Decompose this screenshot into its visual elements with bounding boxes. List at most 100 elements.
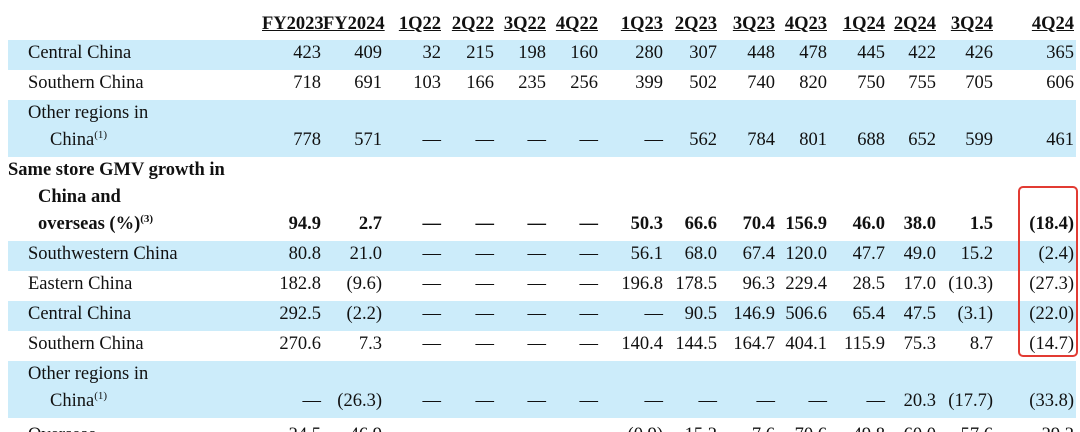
row-label-text: overseas (%)	[38, 214, 141, 234]
cell-value: —	[443, 418, 496, 432]
cell-value: —	[443, 241, 496, 271]
cell-value: (0.9)	[600, 418, 665, 432]
row-label-line: Southern China	[8, 70, 260, 97]
cell-value: 445	[829, 40, 887, 70]
footnote-ref: (1)	[94, 389, 108, 402]
row-label-line: Eastern China	[8, 271, 260, 298]
cell-value: —	[496, 241, 548, 271]
cell-value: 49.0	[887, 241, 938, 271]
cell-value: 70.4	[742, 214, 775, 234]
cell-value: —	[496, 361, 548, 418]
row-label: Southwestern China	[8, 241, 262, 271]
row-label-text: Southern China	[28, 334, 144, 354]
row-label: Other regions in China(1)	[8, 100, 262, 157]
row-label-text: China	[50, 391, 95, 411]
column-header-text: 3Q22	[503, 14, 546, 34]
cell-value: 49.8	[829, 418, 887, 432]
cell-value: (27.3)	[1029, 274, 1074, 294]
row-label-line: Other regions in	[8, 100, 260, 127]
cell-value: (2.4)	[995, 241, 1076, 271]
cell-value: 15.2	[938, 241, 995, 271]
table-row: Eastern China 182.8 (9.6) — — — — 196.8 178.5 96.…	[8, 271, 1076, 301]
cell-value: 461	[995, 100, 1076, 157]
table-row: Southern China 718 691 103 166 235 256 399 502 74…	[8, 70, 1076, 100]
cell-value: (18.4)	[1029, 214, 1074, 234]
cell-value: 120.0	[777, 241, 829, 271]
row-label-line: Overseas	[8, 422, 260, 432]
cell-value: —	[579, 214, 599, 234]
cell-value: 7.3	[358, 334, 382, 354]
table-row: Central China 423 409 32 215 198 160 280 307 448 4…	[8, 40, 1076, 70]
column-header: 3Q23	[719, 0, 777, 40]
row-label: Southern China	[8, 331, 262, 361]
cell-value: (3.1)	[938, 301, 995, 331]
cell-value: 182.8	[279, 274, 321, 294]
row-label-line: Central China	[8, 301, 260, 328]
cell-value: (2.2)	[323, 301, 384, 331]
column-header: 1Q24	[829, 0, 887, 40]
cell-value: 688	[829, 100, 887, 157]
cell-value: —	[475, 274, 495, 294]
cell-value: 820	[799, 73, 827, 93]
column-header: 4Q24	[995, 0, 1076, 40]
cell-value: —	[829, 361, 887, 418]
row-label-text: Southwestern China	[28, 244, 178, 264]
cell-value: (10.3)	[948, 274, 993, 294]
cell-value: 67.4	[719, 241, 777, 271]
cell-value: —	[384, 301, 443, 331]
table-row: Southern China 270.6 7.3 — — — — 140.4 144.5 164.…	[8, 331, 1076, 361]
cell-value: 399	[635, 73, 663, 93]
column-header-text: 4Q23	[784, 14, 827, 34]
cell-value: 478	[777, 40, 829, 70]
cell-value: —	[443, 100, 496, 157]
cell-value: 307	[665, 40, 719, 70]
cell-value: 599	[938, 100, 995, 157]
column-header: 1Q23	[600, 0, 665, 40]
cell-value: —	[548, 100, 600, 157]
row-label: Eastern China	[8, 271, 262, 301]
cell-value: 422	[887, 40, 938, 70]
cell-value: —	[548, 301, 600, 331]
footnote-ref: (3)	[140, 212, 154, 225]
cell-value: 160	[548, 40, 600, 70]
cell-value: 740	[747, 73, 775, 93]
cell-value: 47.5	[887, 301, 938, 331]
cell-value: —	[475, 214, 495, 234]
cell-value: 778	[262, 100, 323, 157]
cell-value: 38.0	[903, 214, 936, 234]
cell-value: 229.4	[785, 274, 827, 294]
cell-value: 21.0	[323, 241, 384, 271]
cell-value: 256	[570, 73, 598, 93]
cell-value: —	[600, 301, 665, 331]
cell-value: 562	[665, 100, 719, 157]
cell-value: 801	[777, 100, 829, 157]
cell-value: —	[496, 301, 548, 331]
table-row: Other regions in China(1) 778 571— — — — —562 78…	[8, 100, 1076, 157]
column-header-text: 3Q23	[732, 14, 775, 34]
row-label-line: China(1)	[8, 127, 260, 154]
cell-value: 235	[518, 73, 546, 93]
row-label-line: China and	[8, 184, 260, 211]
cell-value: 70.6	[777, 418, 829, 432]
cell-value: (9.6)	[346, 274, 382, 294]
row-label-text: Other regions in	[28, 103, 149, 123]
cell-value: —	[262, 361, 323, 418]
cell-value: 270.6	[279, 334, 321, 354]
row-label-line: Southern China	[8, 331, 260, 358]
cell-value: —	[443, 361, 496, 418]
column-header: 2Q22	[443, 0, 496, 40]
cell-value: —	[600, 361, 665, 418]
table-row: Central China 292.5 (2.2) — — — — —90.5 146.9 506…	[8, 301, 1076, 331]
cell-value: —	[384, 100, 443, 157]
column-header: FY2024	[323, 0, 385, 40]
cell-value: 156.9	[785, 214, 827, 234]
row-label: Same store GMV growth in China and oversea…	[8, 157, 262, 241]
cell-value: 571	[323, 100, 384, 157]
data-table: FY2023 FY2024 1Q22 2Q22 3Q22 4Q22 1Q23 2Q23 3Q23…	[8, 0, 1076, 432]
cell-value: 164.7	[733, 334, 775, 354]
table-row: Other regions in China(1) — (26.3) — — — — — — — — —…	[8, 361, 1076, 418]
cell-value: 448	[719, 40, 777, 70]
row-label: Southern China	[8, 70, 262, 100]
cell-value: 56.1	[600, 241, 665, 271]
cell-value: 80.8	[262, 241, 323, 271]
